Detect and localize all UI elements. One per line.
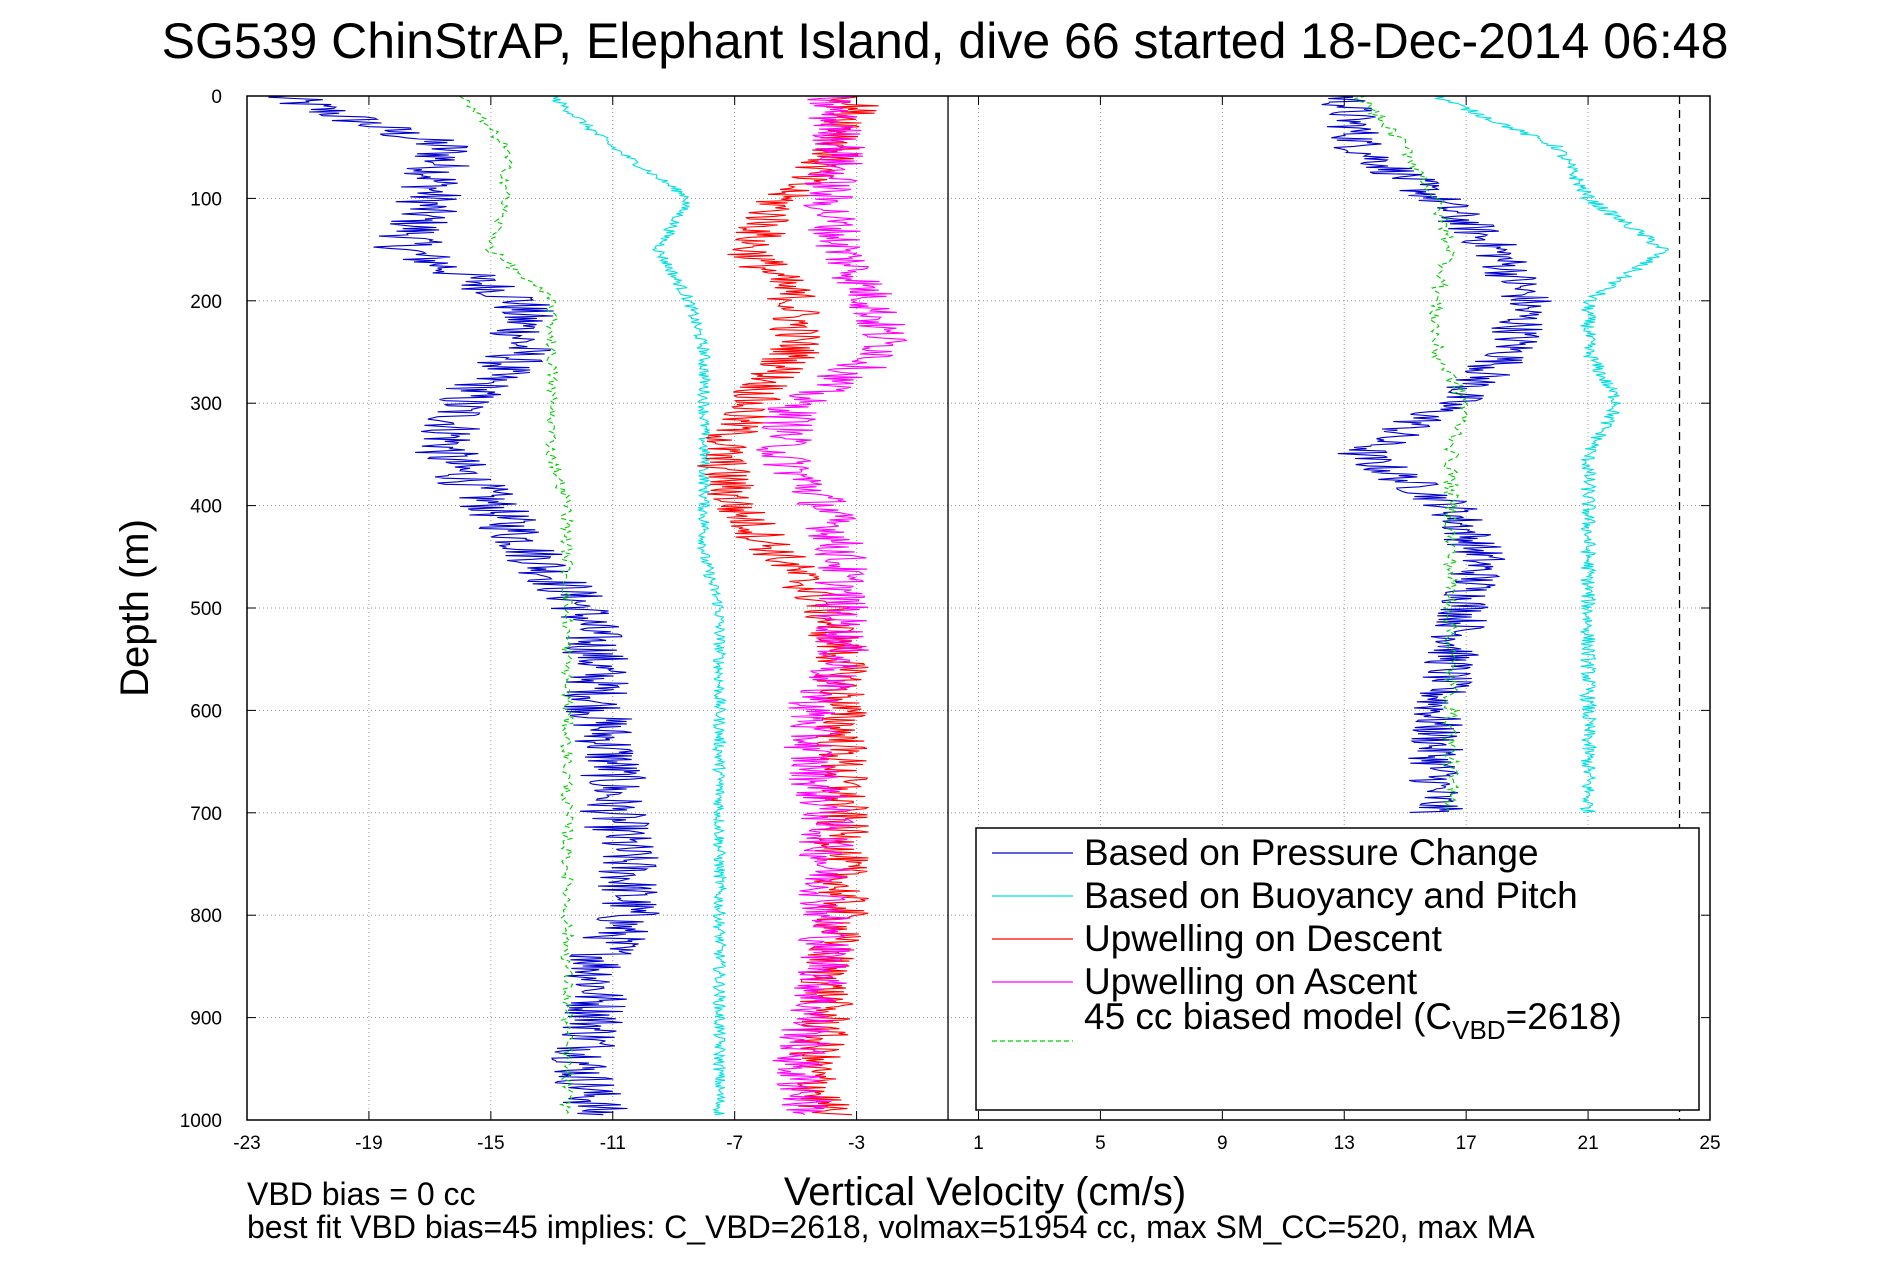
y-tick-label: 500 <box>190 599 222 620</box>
x-tick-label: 13 <box>1334 1133 1355 1154</box>
legend-label-2: Based on Buoyancy and Pitch <box>1084 875 1578 916</box>
x-tick-label: 9 <box>1217 1133 1228 1154</box>
y-tick-label: 300 <box>190 394 222 415</box>
x-tick-label: 25 <box>1699 1133 1720 1154</box>
y-tick-label: 900 <box>190 1009 222 1030</box>
x-tick-label: -23 <box>233 1133 260 1154</box>
y-tick-label: 200 <box>190 292 222 313</box>
series-line-4 <box>756 95 908 1116</box>
y-tick-label: 0 <box>211 87 222 108</box>
footer-line-1: VBD bias = 0 cc <box>247 1176 476 1212</box>
series-line-5 <box>1354 95 1469 814</box>
x-tick-label: -11 <box>600 1133 626 1154</box>
legend-label-3: Upwelling on Descent <box>1084 918 1443 959</box>
y-tick-label: 600 <box>190 701 222 722</box>
x-tick-label: 21 <box>1578 1133 1599 1154</box>
series-line-2 <box>552 95 728 1116</box>
x-tick-label: 17 <box>1456 1133 1477 1154</box>
legend-label-4: Upwelling on Ascent <box>1084 961 1418 1002</box>
series-line-1 <box>1321 95 1552 813</box>
chart-title: SG539 ChinStrAP, Elephant Island, dive 6… <box>162 13 1729 69</box>
y-tick-label: 1000 <box>180 1111 222 1132</box>
y-tick-label: 800 <box>190 906 222 927</box>
legend-label-5: 45 cc biased model (CVBD=2618) <box>1084 996 1622 1045</box>
y-tick-label: 100 <box>190 189 222 210</box>
legend-box <box>975 827 1700 1111</box>
y-tick-label: 400 <box>190 497 222 518</box>
plot-data <box>268 95 1681 1120</box>
y-axis-label: Depth (m) <box>113 519 157 697</box>
x-tick-label: -7 <box>726 1133 743 1154</box>
x-tick-label: 1 <box>973 1133 984 1154</box>
x-tick-label: 5 <box>1095 1133 1106 1154</box>
legend-label-1: Based on Pressure Change <box>1084 832 1539 873</box>
x-axis-label: Vertical Velocity (cm/s) <box>784 1170 1186 1214</box>
series-line-5 <box>459 95 575 1116</box>
y-tick-label: 700 <box>190 804 222 825</box>
axis-ticks: -23 -19 -15 -11 -7 -3 1 5 9 13 17 21 25 0 100 200 300 400… <box>180 87 1721 1154</box>
x-tick-label: -15 <box>477 1133 504 1154</box>
footer-line-2: best fit VBD bias=45 implies: C_VBD=2618… <box>247 1209 1535 1245</box>
series-line-1 <box>268 95 660 1116</box>
x-tick-label: -19 <box>355 1133 382 1154</box>
series-line-2 <box>1434 95 1670 813</box>
x-tick-label: -3 <box>848 1133 865 1154</box>
